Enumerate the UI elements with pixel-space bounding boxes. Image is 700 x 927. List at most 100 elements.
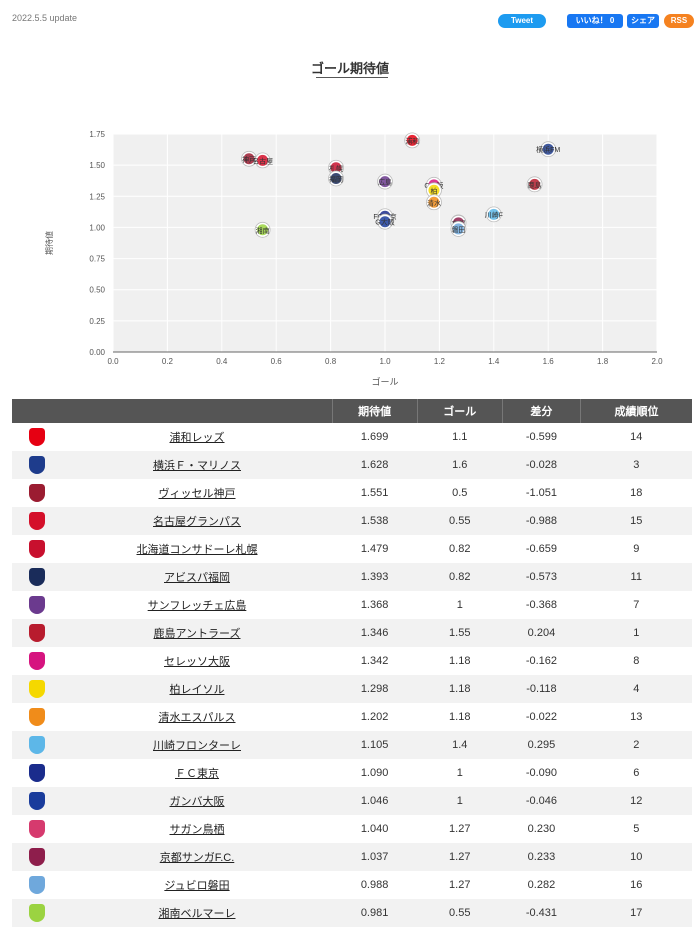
data-point[interactable]: 清水 xyxy=(426,194,442,211)
team-emblem-cell xyxy=(12,451,62,479)
team-name-cell[interactable]: 浦和レッズ xyxy=(62,423,332,451)
team-name-cell[interactable]: 北海道コンサドーレ札幌 xyxy=(62,535,332,563)
team-link[interactable]: 鹿島アントラーズ xyxy=(153,628,241,640)
table-row: ヴィッセル神戸 1.551 0.5 -1.051 18 xyxy=(12,479,692,507)
diff-cell: 0.295 xyxy=(527,739,556,751)
rank-cell: 15 xyxy=(630,515,643,527)
ranking-table: 期待値 ゴール 差分 成績順位 浦和レッズ 1.699 1.1 -0.599 14 横浜Ｆ… xyxy=(12,399,692,927)
x-tick-label: 1.4 xyxy=(488,357,500,366)
team-emblem-cell xyxy=(12,871,62,899)
team-name-cell[interactable]: ＦＣ東京 xyxy=(62,759,332,787)
xg-cell: 1.342 xyxy=(360,655,389,667)
data-point[interactable]: 名古屋 xyxy=(252,152,273,169)
point-emblem-icon xyxy=(243,153,255,165)
y-tick-label: 1.25 xyxy=(89,192,105,201)
rank-cell: 5 xyxy=(633,823,640,835)
table-row: 京都サンガF.C. 1.037 1.27 0.233 10 xyxy=(12,843,692,871)
data-point[interactable]: 横浜FM xyxy=(536,141,560,158)
data-point[interactable]: 浦和 xyxy=(404,132,421,149)
data-point[interactable]: 川崎F xyxy=(485,206,503,223)
team-name-cell[interactable]: 鹿島アントラーズ xyxy=(62,619,332,647)
goals-cell: 1 xyxy=(456,599,463,611)
team-emblem-icon xyxy=(29,624,45,642)
xg-cell: 1.538 xyxy=(360,515,389,527)
team-link[interactable]: ガンバ大阪 xyxy=(169,796,225,808)
team-link[interactable]: 川崎フロンターレ xyxy=(153,740,241,752)
team-name-cell[interactable]: ヴィッセル神戸 xyxy=(62,479,332,507)
data-point[interactable]: 磐田 xyxy=(450,221,467,237)
rss-button[interactable]: RSS xyxy=(664,14,694,28)
data-point[interactable]: 鹿島 xyxy=(526,176,543,193)
x-tick-label: 1.2 xyxy=(434,357,446,366)
xg-cell: 1.090 xyxy=(360,767,389,779)
team-link[interactable]: 名古屋グランパス xyxy=(153,516,241,528)
team-link[interactable]: ジュビロ磐田 xyxy=(164,880,230,892)
diff-cell: -0.022 xyxy=(525,711,558,723)
team-link[interactable]: 京都サンガF.C. xyxy=(159,852,235,864)
table-row: 清水エスパルス 1.202 1.18 -0.022 13 xyxy=(12,703,692,731)
title-underline xyxy=(316,77,388,78)
x-tick-label: 1.0 xyxy=(379,357,391,366)
data-point[interactable]: 神戸 xyxy=(241,150,257,167)
team-name-cell[interactable]: 横浜Ｆ・マリノス xyxy=(62,451,332,479)
data-point[interactable]: 広島 xyxy=(377,173,393,190)
like-button[interactable]: いいね！ 0 xyxy=(567,14,623,28)
team-name-cell[interactable]: 京都サンガF.C. xyxy=(62,843,332,871)
xg-cell: 1.202 xyxy=(360,711,389,723)
x-tick-label: 0.8 xyxy=(325,357,337,366)
team-link[interactable]: 柏レイソル xyxy=(169,684,225,696)
team-name-cell[interactable]: セレッソ大阪 xyxy=(62,647,332,675)
team-link[interactable]: サンフレッチェ広島 xyxy=(147,600,247,612)
team-name-cell[interactable]: ガンバ大阪 xyxy=(62,787,332,815)
col-diff: 差分 xyxy=(501,399,581,423)
team-link[interactable]: 横浜Ｆ・マリノス xyxy=(153,460,241,472)
point-emblem-icon xyxy=(428,196,440,208)
col-team xyxy=(12,399,332,423)
data-point[interactable]: G大阪 xyxy=(375,213,395,230)
rank-cell: 12 xyxy=(630,795,643,807)
team-emblem-cell xyxy=(12,759,62,787)
data-point[interactable]: 湘南 xyxy=(254,221,271,238)
team-link[interactable]: 清水エスパルス xyxy=(158,712,236,724)
share-button[interactable]: シェア xyxy=(627,14,659,28)
x-tick-label: 0.2 xyxy=(162,357,174,366)
team-name-cell[interactable]: サンフレッチェ広島 xyxy=(62,591,332,619)
team-link[interactable]: 北海道コンサドーレ札幌 xyxy=(136,544,258,556)
team-link[interactable]: サガン鳥栖 xyxy=(169,824,225,836)
team-emblem-icon xyxy=(29,540,45,558)
team-link[interactable]: 湘南ベルマーレ xyxy=(158,908,236,920)
point-emblem-icon xyxy=(379,176,391,188)
team-name-cell[interactable]: アビスパ福岡 xyxy=(62,563,332,591)
y-tick-label: 0.25 xyxy=(89,317,105,326)
xg-cell: 0.981 xyxy=(360,907,389,919)
data-point[interactable]: 福岡 xyxy=(328,170,344,187)
team-link[interactable]: 浦和レッズ xyxy=(169,432,225,444)
rank-cell: 9 xyxy=(633,543,640,555)
goals-cell: 1.6 xyxy=(452,459,468,471)
rank-cell: 16 xyxy=(630,879,643,891)
rank-cell: 17 xyxy=(630,907,643,919)
team-name-cell[interactable]: 清水エスパルス xyxy=(62,703,332,731)
x-tick-label: 1.6 xyxy=(543,357,555,366)
x-tick-label: 0.0 xyxy=(107,357,119,366)
point-emblem-icon xyxy=(452,223,464,235)
point-emblem-icon xyxy=(330,162,342,174)
tweet-button[interactable]: Tweet xyxy=(498,14,546,28)
table-row: ガンバ大阪 1.046 1 -0.046 12 xyxy=(12,787,692,815)
data-point[interactable]: 柏 xyxy=(426,182,442,199)
team-name-cell[interactable]: 湘南ベルマーレ xyxy=(62,899,332,927)
y-tick-label: 0.75 xyxy=(89,255,105,264)
team-emblem-cell xyxy=(12,535,62,563)
team-emblem-icon xyxy=(29,568,45,586)
team-link[interactable]: ＦＣ東京 xyxy=(175,768,219,780)
team-name-cell[interactable]: 柏レイソル xyxy=(62,675,332,703)
team-name-cell[interactable]: 川崎フロンターレ xyxy=(62,731,332,759)
team-link[interactable]: ヴィッセル神戸 xyxy=(158,488,236,500)
team-emblem-icon xyxy=(29,736,45,754)
team-link[interactable]: セレッソ大阪 xyxy=(164,656,230,668)
team-link[interactable]: アビスパ福岡 xyxy=(164,572,230,584)
x-tick-label: 1.8 xyxy=(597,357,609,366)
team-name-cell[interactable]: サガン鳥栖 xyxy=(62,815,332,843)
team-name-cell[interactable]: 名古屋グランパス xyxy=(62,507,332,535)
team-name-cell[interactable]: ジュビロ磐田 xyxy=(62,871,332,899)
